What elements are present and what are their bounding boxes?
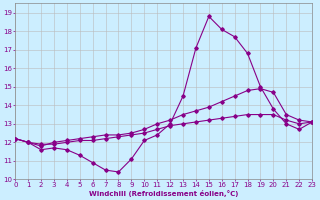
- X-axis label: Windchill (Refroidissement éolien,°C): Windchill (Refroidissement éolien,°C): [89, 190, 238, 197]
